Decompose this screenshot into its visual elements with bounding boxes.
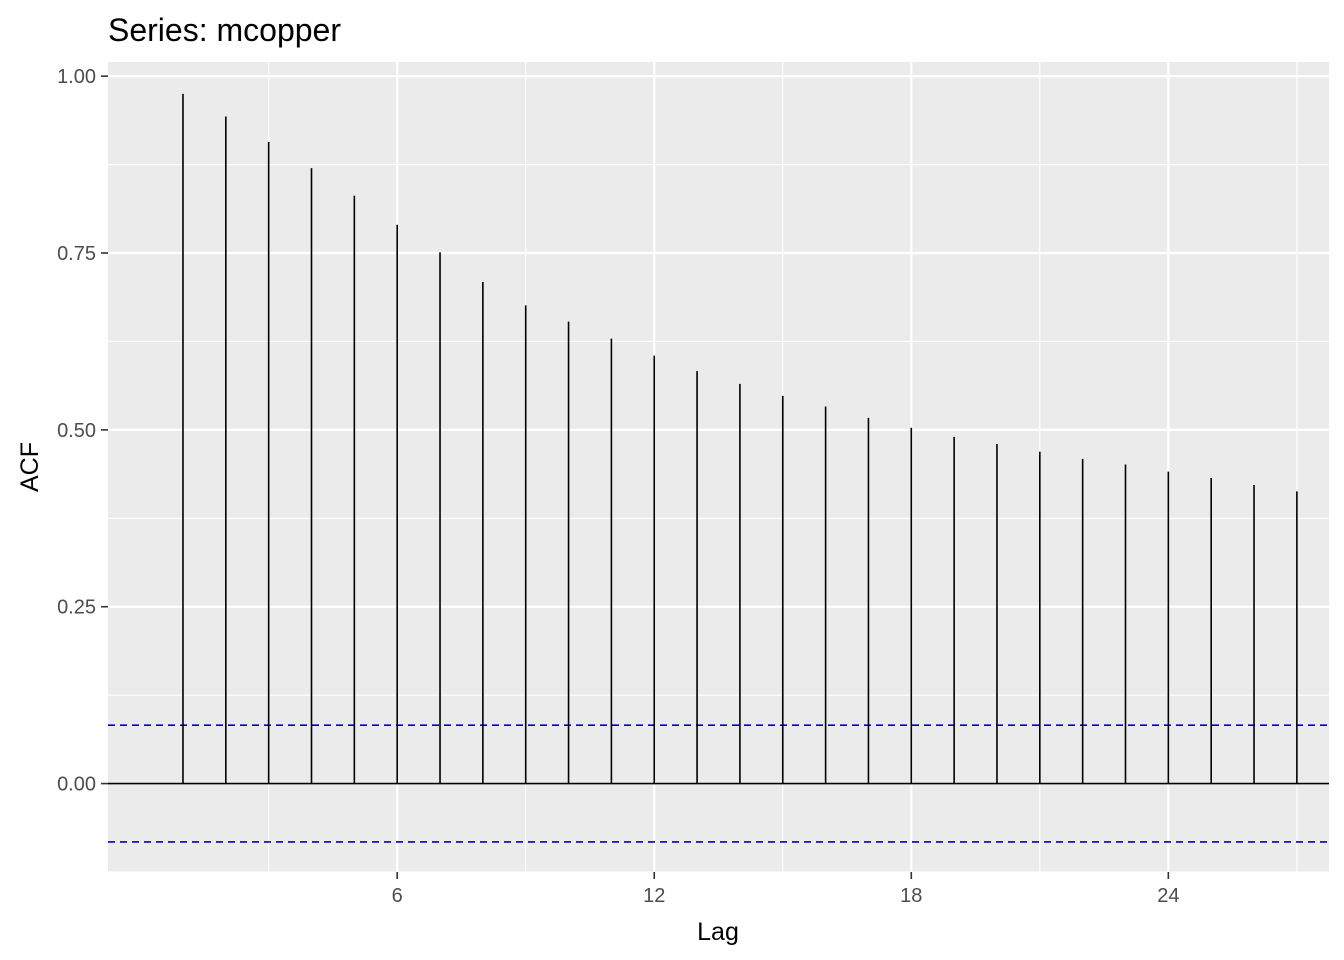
y-tick-label: 0.00 [57, 774, 96, 796]
x-tick-label: 18 [900, 885, 922, 907]
x-axis: 6 12 18 24 [392, 872, 1179, 907]
y-tick-label: 0.75 [57, 243, 96, 265]
x-axis-title: Lag [697, 918, 739, 946]
y-tick-label: 1.00 [57, 66, 96, 88]
plot-panel [108, 62, 1329, 872]
y-tick-label: 0.50 [57, 420, 96, 442]
x-tick-label: 6 [392, 885, 403, 907]
chart-title: Series: mcopper [108, 12, 341, 48]
y-axis: 0.00 0.25 0.50 0.75 1.00 [57, 66, 108, 796]
acf-spikes [182, 93, 1298, 784]
x-tick-label: 12 [643, 885, 665, 907]
x-tick-label: 24 [1157, 885, 1179, 907]
y-axis-title: ACF [16, 442, 44, 492]
y-tick-label: 0.25 [57, 597, 96, 619]
